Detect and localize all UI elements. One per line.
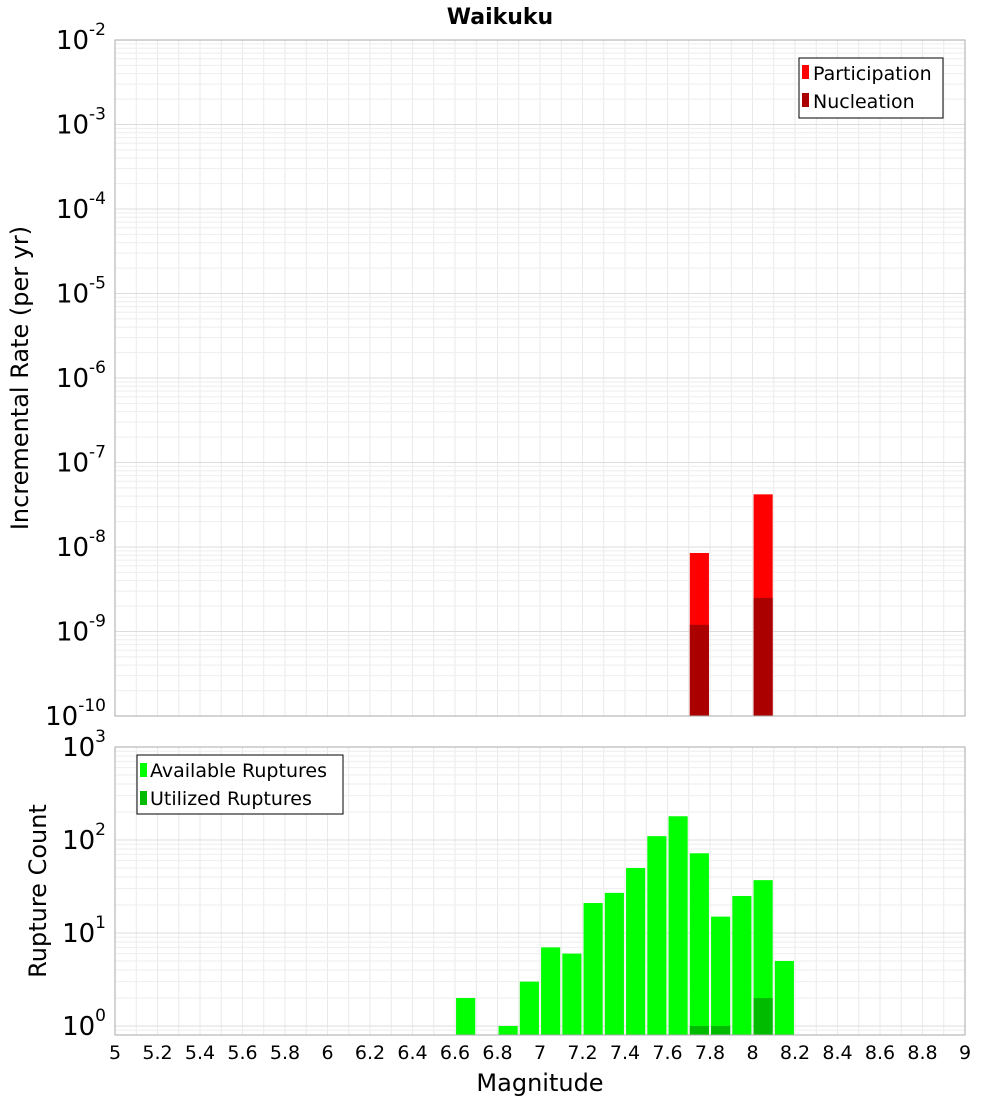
- available-ruptures-bar: [519, 981, 539, 1035]
- legend-label-participation: Participation: [813, 63, 932, 85]
- count-y-tick-label: 103: [62, 727, 106, 763]
- rate-grid: [114, 40, 966, 717]
- count-y-ticks: 103 102 101 100: [62, 727, 106, 1042]
- x-tick-label: 5.4: [185, 1042, 215, 1064]
- count-y-tick-label: 101: [62, 913, 106, 949]
- x-tick-label: 5.6: [227, 1042, 257, 1064]
- nucleation-bar: [753, 597, 773, 716]
- rate-y-tick-label: 10-9: [56, 612, 106, 648]
- x-tick-label: 8.2: [780, 1042, 810, 1064]
- available-ruptures-bar: [583, 903, 603, 1035]
- available-ruptures-bar: [562, 953, 582, 1035]
- x-tick-label: 9: [959, 1042, 971, 1064]
- rate-plot-border: [114, 39, 966, 717]
- x-tick-label: 5.2: [142, 1042, 172, 1064]
- x-tick-label: 6.8: [482, 1042, 512, 1064]
- x-axis-label: Magnitude: [476, 1069, 603, 1097]
- available-ruptures-bar: [774, 960, 794, 1035]
- legend-label-nucleation: Nucleation: [813, 91, 915, 113]
- x-tick-label: 6: [321, 1042, 333, 1064]
- x-tick-label: 8: [746, 1042, 758, 1064]
- count-legend: Available Ruptures Utilized Ruptures: [136, 754, 344, 815]
- rate-panel: 10-2 10-3 10-4 10-5 10-6 10-7 10-8 10-9 10-10 In…: [6, 20, 966, 732]
- utilized-ruptures-bar: [689, 1025, 709, 1035]
- rate-y-tick-label: 10-8: [56, 527, 106, 563]
- rate-legend: Participation Nucleation: [798, 57, 944, 119]
- x-tick-label: 5.8: [270, 1042, 300, 1064]
- x-tick-label: 6.2: [355, 1042, 385, 1064]
- available-ruptures-bar: [498, 1025, 518, 1035]
- count-legend-box: [136, 754, 344, 815]
- legend-label-available-ruptures: Available Ruptures: [150, 760, 327, 782]
- x-tick-label: 7.6: [652, 1042, 682, 1064]
- available-ruptures-bar: [604, 892, 624, 1035]
- available-ruptures-bar: [668, 816, 688, 1035]
- x-tick-label: 5: [109, 1042, 121, 1064]
- available-ruptures-bar: [626, 867, 646, 1035]
- rate-y-tick-label: 10-2: [56, 20, 106, 56]
- count-bars: [456, 816, 794, 1035]
- x-tick-label: 7.4: [610, 1042, 640, 1064]
- rate-y-axis-label: Incremental Rate (per yr): [6, 226, 34, 530]
- utilized-ruptures-bar: [753, 997, 773, 1035]
- rate-y-tick-label: 10-6: [56, 358, 106, 394]
- available-ruptures-bar: [753, 880, 773, 1035]
- rate-y-tick-label: 10-4: [56, 189, 106, 225]
- available-ruptures-bar: [732, 895, 752, 1035]
- nucleation-bar: [689, 624, 709, 716]
- x-tick-label: 8.4: [822, 1042, 852, 1064]
- rate-bars: [689, 494, 773, 716]
- legend-swatch-participation: [802, 65, 809, 79]
- x-tick-label: 7.8: [695, 1042, 725, 1064]
- x-tick-label: 7: [534, 1042, 546, 1064]
- x-tick-label: 8.8: [907, 1042, 937, 1064]
- count-y-axis-label: Rupture Count: [24, 804, 52, 978]
- available-ruptures-bar: [711, 916, 731, 1035]
- available-ruptures-bar: [647, 836, 667, 1035]
- rate-y-ticks: 10-2 10-3 10-4 10-5 10-6 10-7 10-8 10-9 10-10: [45, 20, 106, 732]
- legend-swatch-utilized-ruptures: [140, 791, 147, 805]
- legend-swatch-available-ruptures: [140, 763, 147, 777]
- available-ruptures-bar: [456, 997, 476, 1035]
- rate-y-tick-label: 10-5: [56, 274, 106, 310]
- x-tick-label: 6.4: [397, 1042, 427, 1064]
- count-panel: 103 102 101 100 5 5.2 5.4 5.6 5.8 6 6.2 6.4 6.6 6.8 7…: [24, 727, 971, 1097]
- legend-swatch-nucleation: [802, 93, 809, 107]
- available-ruptures-bar: [541, 947, 561, 1035]
- x-tick-label: 8.6: [865, 1042, 895, 1064]
- count-plot-border: [114, 746, 966, 1036]
- count-y-tick-label: 100: [62, 1006, 106, 1042]
- utilized-ruptures-bar: [711, 1025, 731, 1035]
- rate-legend-box: [798, 57, 944, 119]
- chart-title: Waikuku: [447, 5, 553, 30]
- count-x-ticks: 5 5.2 5.4 5.6 5.8 6 6.2 6.4 6.6 6.8 7 7.2 7.4 7.6 7.8 8…: [109, 1042, 971, 1064]
- x-tick-label: 6.6: [440, 1042, 470, 1064]
- x-tick-label: 7.2: [567, 1042, 597, 1064]
- available-ruptures-bar: [689, 853, 709, 1035]
- legend-label-utilized-ruptures: Utilized Ruptures: [150, 788, 312, 810]
- rate-y-tick-label: 10-10: [45, 696, 106, 732]
- rate-y-tick-label: 10-3: [56, 105, 106, 141]
- count-y-tick-label: 102: [62, 820, 106, 856]
- rate-y-tick-label: 10-7: [56, 443, 106, 479]
